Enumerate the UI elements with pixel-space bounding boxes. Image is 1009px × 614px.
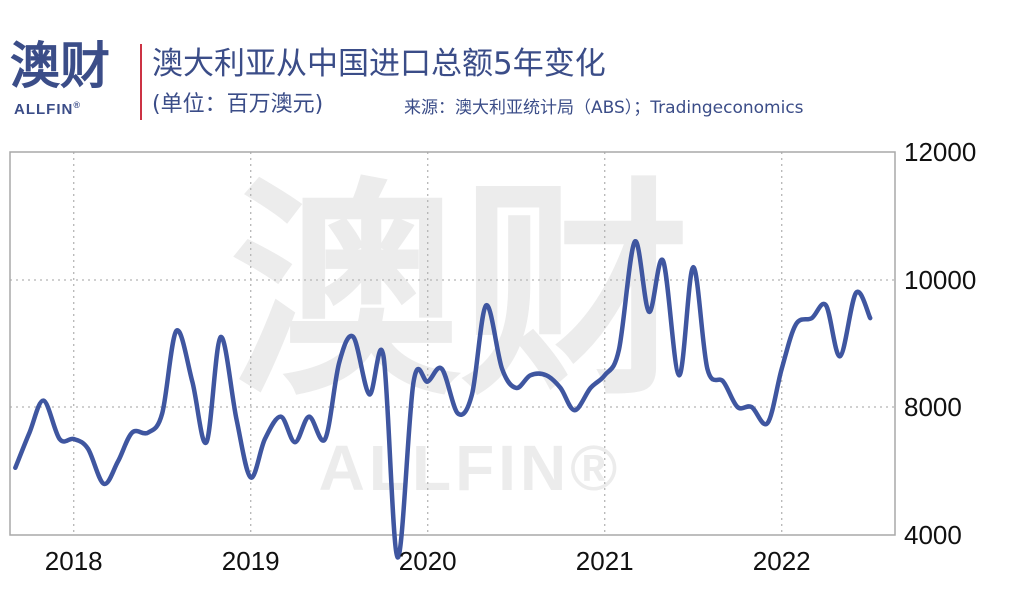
data-point [633,240,637,244]
brand-logo: 澳财 ALLFIN® [10,38,128,124]
y-tick-label: 8000 [904,392,962,422]
data-point [721,380,725,384]
plot-frame [9,151,896,536]
data-point [677,373,681,377]
data-point [204,440,208,444]
data-point [27,431,31,435]
data-point [573,408,577,412]
data-point [456,411,460,415]
header-divider [140,44,142,120]
data-point [558,386,562,390]
data-point [235,418,239,422]
data-point [116,459,120,463]
watermark-cn: 澳财 [230,160,690,427]
data-point [735,405,739,409]
data-point [617,348,621,352]
data-point [824,303,828,307]
data-point [160,411,164,415]
data-point [102,482,106,486]
logo-en-text: ALLFIN® [14,100,81,118]
data-point [174,329,178,333]
data-point [750,405,754,409]
series-group [13,239,873,560]
data-point [544,373,548,377]
x-tick-label: 2022 [753,546,811,576]
watermark: 澳财 ALLFIN® [230,160,690,504]
data-point [323,437,327,441]
data-point [293,440,297,444]
data-point [58,437,62,441]
data-point [514,386,518,390]
data-point [130,431,134,435]
y-tick-label: 12000 [904,137,976,167]
data-point [412,380,416,384]
data-point [381,354,385,358]
data-point [766,421,770,425]
data-point [589,386,593,390]
data-point [351,335,355,339]
series-line [13,239,873,560]
data-point [780,367,784,371]
chart-grid [10,152,895,535]
data-point [705,367,709,371]
data-point [72,437,76,441]
data-point [661,259,665,263]
logo-en-word: ALLFIN [14,101,74,118]
data-point [279,415,283,419]
x-tick-label: 2018 [45,546,103,576]
data-point [838,354,842,358]
data-point [367,392,371,396]
data-point [868,316,872,320]
registered-mark: ® [73,100,81,110]
data-point [190,380,194,384]
data-point [528,373,532,377]
data-point [263,437,267,441]
unit-label: (单位：百万澳元) [152,92,324,117]
data-point [219,335,223,339]
data-point [146,431,150,435]
data-point [13,466,17,470]
data-point [854,291,858,295]
data-point [86,447,90,451]
data-point [500,367,504,371]
y-tick-label: 10000 [904,265,976,295]
data-point [810,316,814,320]
data-point [647,310,651,314]
x-tick-label: 2021 [576,546,634,576]
x-axis: 2018 2019 2020 2021 2022 [45,546,811,576]
y-tick-label: 4000 [904,520,962,550]
data-point [691,265,695,269]
chart-title: 澳大利亚从中国进口总额5年变化 [152,46,606,82]
watermark-en: ALLFIN® [319,432,622,504]
logo-cn-text: 澳财 [10,37,110,95]
data-point [470,392,474,396]
x-tick-label: 2019 [222,546,280,576]
data-point [249,475,253,479]
data-point [603,373,607,377]
data-point [42,399,46,403]
source-label: 来源：澳大利亚统计局（ABS）；Tradingeconomics [404,98,804,118]
x-tick-label: 2020 [399,546,457,576]
data-point [307,415,311,419]
y-axis: 12000 10000 8000 4000 [904,137,976,550]
data-point [337,361,341,365]
data-point [794,322,798,326]
data-point [426,380,430,384]
data-point [440,367,444,371]
data-point [484,303,488,307]
